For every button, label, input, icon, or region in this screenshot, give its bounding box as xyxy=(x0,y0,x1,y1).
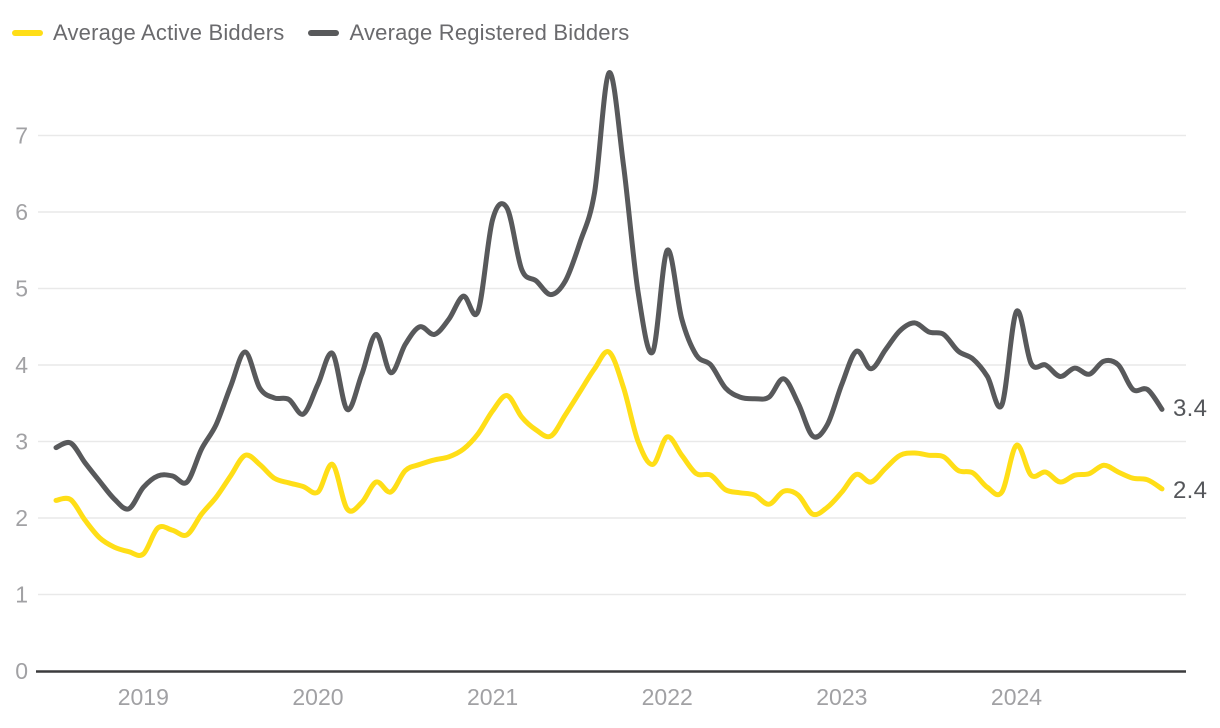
legend-item-registered-bidders: Average Registered Bidders xyxy=(308,21,629,45)
y-axis-label: 7 xyxy=(15,123,28,149)
y-axis-label: 6 xyxy=(15,199,28,225)
end-label-active-bidders: 2.4 xyxy=(1173,477,1208,504)
active-bidders-line-swatch-icon xyxy=(12,30,43,36)
y-axis-label: 5 xyxy=(15,276,28,302)
legend: Average Active Bidders Average Registere… xyxy=(12,21,629,45)
registered-bidders-line-swatch-icon xyxy=(308,30,340,36)
series-active-bidders-line xyxy=(53,349,1165,558)
y-axis-label: 2 xyxy=(15,505,28,531)
y-axis-label: 4 xyxy=(15,352,28,378)
series-registered-bidders-line xyxy=(53,70,1165,512)
x-axis-label: 2021 xyxy=(467,684,518,710)
legend-label-active-bidders: Average Active Bidders xyxy=(53,20,285,45)
x-axis-label: 2023 xyxy=(816,684,867,710)
y-axis-label: 1 xyxy=(15,582,28,608)
legend-label-registered-bidders: Average Registered Bidders xyxy=(349,20,630,45)
y-axis-label: 0 xyxy=(15,658,28,684)
x-axis-label: 2020 xyxy=(292,684,343,710)
legend-item-active-bidders: Average Active Bidders xyxy=(12,21,284,45)
x-axis-label: 2024 xyxy=(991,684,1042,710)
x-axis-label: 2019 xyxy=(118,684,169,710)
end-label-registered-bidders: 3.4 xyxy=(1173,395,1208,422)
y-axis-label: 3 xyxy=(15,429,28,455)
x-axis-label: 2022 xyxy=(642,684,693,710)
